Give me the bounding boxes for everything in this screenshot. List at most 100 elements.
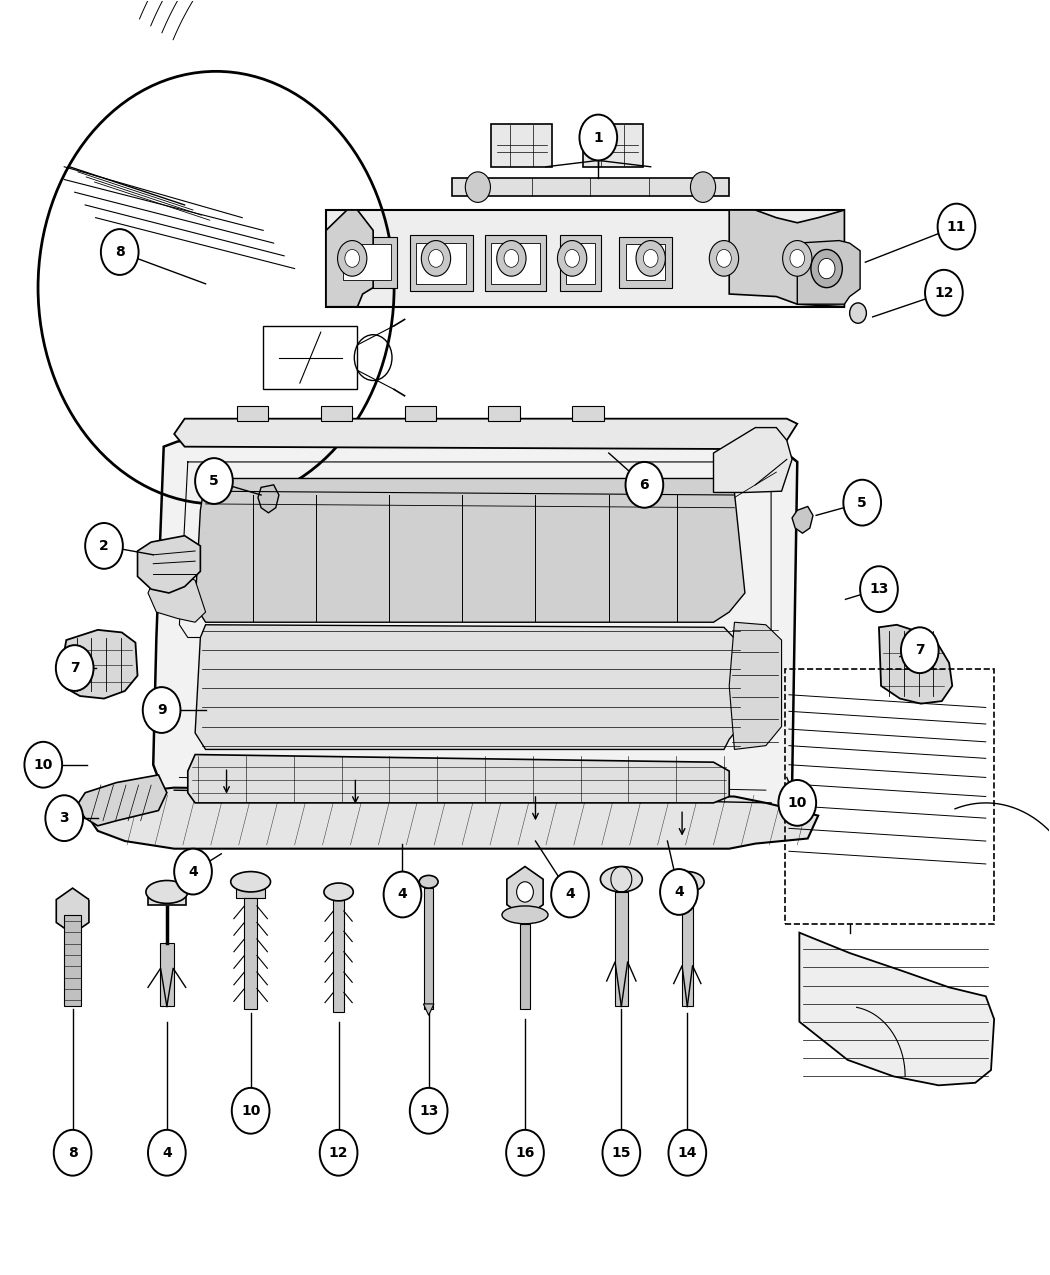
Circle shape xyxy=(344,250,359,268)
Polygon shape xyxy=(333,900,343,1011)
Polygon shape xyxy=(336,237,397,288)
Circle shape xyxy=(925,270,963,316)
Text: 8: 8 xyxy=(67,1146,78,1160)
Polygon shape xyxy=(195,625,744,750)
Polygon shape xyxy=(258,484,279,513)
FancyBboxPatch shape xyxy=(491,124,552,167)
Text: 4: 4 xyxy=(188,864,197,878)
Text: 10: 10 xyxy=(34,757,52,771)
Circle shape xyxy=(148,1130,186,1176)
Circle shape xyxy=(843,479,881,525)
Circle shape xyxy=(421,241,450,277)
Circle shape xyxy=(603,1130,640,1176)
Circle shape xyxy=(849,303,866,324)
Ellipse shape xyxy=(231,872,271,892)
Polygon shape xyxy=(245,899,257,1009)
Ellipse shape xyxy=(671,872,705,892)
Polygon shape xyxy=(174,418,797,449)
Polygon shape xyxy=(57,889,89,933)
Circle shape xyxy=(580,115,617,161)
Polygon shape xyxy=(87,788,818,849)
Polygon shape xyxy=(195,478,744,622)
Text: 9: 9 xyxy=(156,703,167,717)
Polygon shape xyxy=(792,506,813,533)
Text: 5: 5 xyxy=(209,474,218,488)
Circle shape xyxy=(54,1130,91,1176)
Text: 10: 10 xyxy=(240,1104,260,1118)
Text: 8: 8 xyxy=(114,245,125,259)
Text: 4: 4 xyxy=(565,887,575,901)
Text: 14: 14 xyxy=(677,1146,697,1160)
Circle shape xyxy=(410,1088,447,1133)
Text: 1: 1 xyxy=(593,130,603,144)
Polygon shape xyxy=(148,892,186,905)
Circle shape xyxy=(506,1130,544,1176)
Polygon shape xyxy=(424,889,433,1009)
Circle shape xyxy=(85,523,123,569)
Text: 12: 12 xyxy=(934,286,953,300)
Polygon shape xyxy=(485,236,546,292)
Polygon shape xyxy=(416,244,466,284)
Text: 4: 4 xyxy=(162,1146,172,1160)
Circle shape xyxy=(669,1130,707,1176)
Circle shape xyxy=(782,241,812,277)
Circle shape xyxy=(428,250,443,268)
Polygon shape xyxy=(148,574,206,622)
Circle shape xyxy=(626,462,664,507)
Polygon shape xyxy=(520,924,530,1009)
Bar xyxy=(321,405,352,421)
Polygon shape xyxy=(626,245,666,280)
Text: 16: 16 xyxy=(516,1146,534,1160)
Polygon shape xyxy=(714,427,792,492)
Circle shape xyxy=(778,780,816,826)
Circle shape xyxy=(383,872,421,918)
Circle shape xyxy=(644,250,658,268)
Circle shape xyxy=(45,796,83,842)
Polygon shape xyxy=(64,915,81,1006)
Bar xyxy=(784,669,994,924)
Polygon shape xyxy=(491,244,540,284)
Ellipse shape xyxy=(502,907,548,924)
Circle shape xyxy=(504,250,519,268)
Circle shape xyxy=(790,250,804,268)
Circle shape xyxy=(691,172,716,203)
Text: 5: 5 xyxy=(858,496,867,510)
Polygon shape xyxy=(342,245,391,280)
Circle shape xyxy=(818,259,835,279)
Circle shape xyxy=(938,204,975,250)
Bar xyxy=(264,326,357,389)
Text: 6: 6 xyxy=(639,478,649,492)
Circle shape xyxy=(337,241,366,277)
Polygon shape xyxy=(615,892,628,1006)
Circle shape xyxy=(56,645,93,691)
Polygon shape xyxy=(236,890,266,899)
Polygon shape xyxy=(410,236,472,292)
Polygon shape xyxy=(560,236,602,292)
Text: 13: 13 xyxy=(419,1104,438,1118)
Circle shape xyxy=(860,566,898,612)
Circle shape xyxy=(101,230,139,275)
Polygon shape xyxy=(799,932,994,1085)
Circle shape xyxy=(517,882,533,903)
Circle shape xyxy=(232,1088,270,1133)
Text: 11: 11 xyxy=(947,219,966,233)
Polygon shape xyxy=(729,210,844,307)
Circle shape xyxy=(636,241,666,277)
Ellipse shape xyxy=(601,867,643,892)
FancyBboxPatch shape xyxy=(583,124,644,167)
Bar xyxy=(404,405,436,421)
Polygon shape xyxy=(77,775,167,826)
Text: 10: 10 xyxy=(788,796,807,810)
Bar xyxy=(488,405,520,421)
Polygon shape xyxy=(797,241,860,305)
Polygon shape xyxy=(452,179,729,196)
Polygon shape xyxy=(138,536,201,593)
Text: 4: 4 xyxy=(398,887,407,901)
Circle shape xyxy=(24,742,62,788)
Circle shape xyxy=(320,1130,357,1176)
Circle shape xyxy=(901,627,939,673)
Text: 3: 3 xyxy=(60,811,69,825)
Ellipse shape xyxy=(324,884,353,901)
Bar xyxy=(572,405,604,421)
Polygon shape xyxy=(327,210,844,307)
